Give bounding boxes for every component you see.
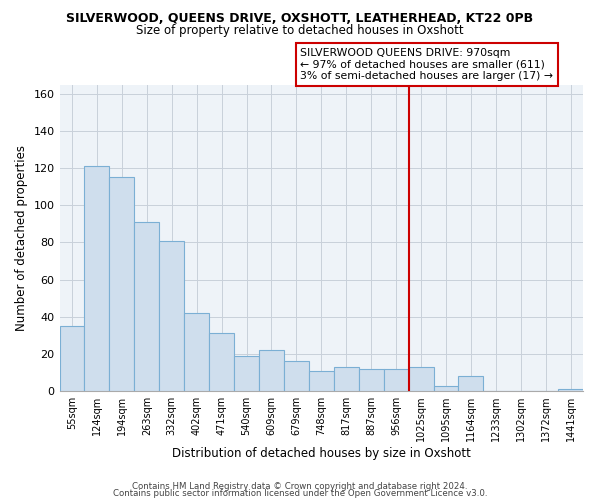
Bar [359,369,383,391]
Bar [409,367,434,391]
Text: Contains HM Land Registry data © Crown copyright and database right 2024.: Contains HM Land Registry data © Crown c… [132,482,468,491]
Bar [259,350,284,391]
Text: Contains public sector information licensed under the Open Government Licence v3: Contains public sector information licen… [113,490,487,498]
Bar [434,386,458,391]
Bar [383,369,409,391]
Text: SILVERWOOD QUEENS DRIVE: 970sqm
← 97% of detached houses are smaller (611)
3% of: SILVERWOOD QUEENS DRIVE: 970sqm ← 97% of… [301,48,553,82]
Bar [209,334,234,391]
Y-axis label: Number of detached properties: Number of detached properties [15,145,28,331]
Bar [284,362,309,391]
X-axis label: Distribution of detached houses by size in Oxshott: Distribution of detached houses by size … [172,447,471,460]
Bar [134,222,159,391]
Bar [309,370,334,391]
Bar [558,389,583,391]
Text: Size of property relative to detached houses in Oxshott: Size of property relative to detached ho… [136,24,464,37]
Bar [59,326,85,391]
Bar [234,356,259,391]
Bar [159,240,184,391]
Bar [85,166,109,391]
Bar [109,178,134,391]
Text: SILVERWOOD, QUEENS DRIVE, OXSHOTT, LEATHERHEAD, KT22 0PB: SILVERWOOD, QUEENS DRIVE, OXSHOTT, LEATH… [67,12,533,26]
Bar [334,367,359,391]
Bar [184,313,209,391]
Bar [458,376,484,391]
